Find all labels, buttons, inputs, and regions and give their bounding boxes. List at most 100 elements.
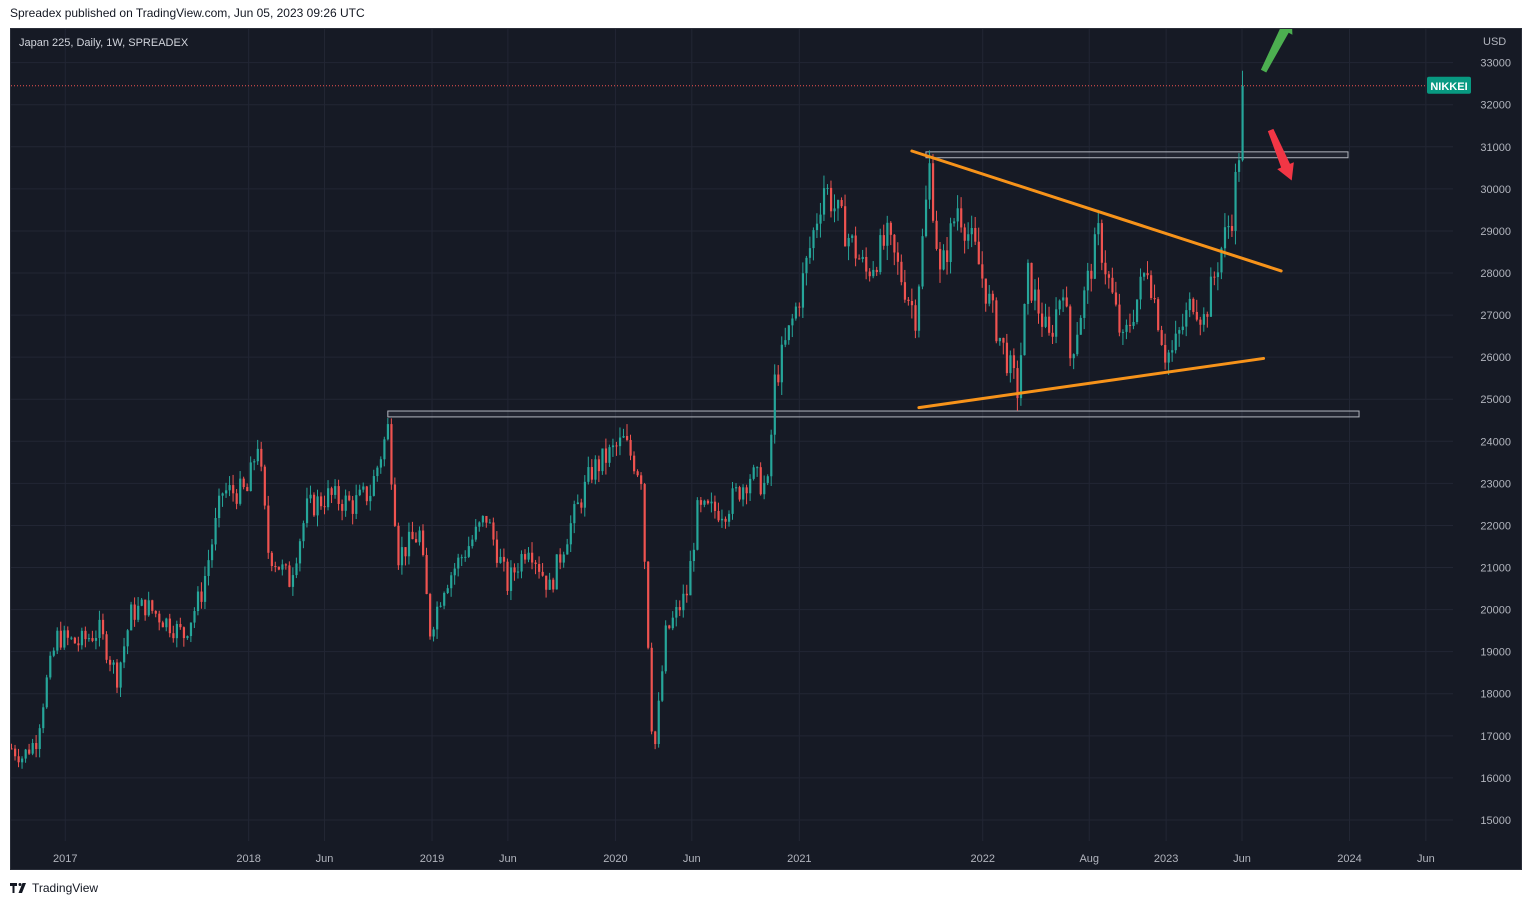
footer-brand: TradingView <box>32 881 99 895</box>
candle-body <box>358 489 361 496</box>
candle-body <box>752 467 755 479</box>
candle-body <box>116 662 119 688</box>
candle-body <box>910 301 914 306</box>
candle-body <box>312 494 316 516</box>
candle-body <box>1058 300 1061 310</box>
candle-body <box>995 300 998 342</box>
y-tick-label: 29000 <box>1480 226 1511 238</box>
candle-body <box>742 487 745 500</box>
candle-body <box>502 556 506 562</box>
candle-body <box>766 476 769 483</box>
candle-body <box>1121 331 1125 333</box>
candle-body <box>277 566 280 570</box>
candle-body <box>713 501 717 511</box>
candle-body <box>21 758 24 763</box>
candle-body <box>608 447 611 463</box>
y-tick-label: 24000 <box>1480 436 1511 448</box>
candle-body <box>625 436 629 440</box>
candle-body <box>432 629 435 637</box>
candle-body <box>703 500 706 505</box>
publish-info: Spreadex published on TradingView.com, J… <box>10 6 365 20</box>
footer[interactable]: TradingView <box>10 881 98 895</box>
chart-panel[interactable]: Japan 225, Daily, 1W, SPREADEX USD 15000… <box>10 28 1522 870</box>
candle-body <box>1079 317 1082 335</box>
candle-body <box>661 671 664 701</box>
y-tick-label: 16000 <box>1480 773 1511 785</box>
candle-body <box>87 638 91 640</box>
candle-body <box>372 476 375 496</box>
candle-body <box>939 248 942 270</box>
candle-body <box>956 208 959 222</box>
candle-body <box>981 264 984 279</box>
candle-body <box>59 630 62 648</box>
candle-body <box>137 605 140 620</box>
candle-body <box>1220 248 1223 273</box>
candle-body <box>397 525 400 566</box>
candle-body <box>893 234 896 253</box>
candle-body <box>1086 270 1089 291</box>
horizontal-zones <box>387 151 1360 418</box>
candle-body <box>745 487 748 494</box>
candle-body <box>221 493 224 496</box>
candle-body <box>1178 330 1181 334</box>
candle-body <box>611 445 615 448</box>
candle-body <box>386 424 390 440</box>
candle-body <box>422 530 425 556</box>
price-badge-box <box>1427 76 1471 94</box>
candle-body <box>640 475 643 485</box>
candle-body <box>499 556 502 563</box>
candle-body <box>727 513 731 522</box>
candle-body <box>580 502 583 508</box>
candle-body <box>1069 306 1072 359</box>
candle-body <box>467 546 470 557</box>
candle-body <box>323 506 326 508</box>
candle-body <box>798 306 801 308</box>
candle-body <box>914 305 917 331</box>
candle-body <box>573 504 576 524</box>
candle-body <box>822 188 826 215</box>
candle-body <box>622 436 625 438</box>
candle-body <box>316 496 319 516</box>
time-axis[interactable]: 2017 2018 Jun 2019 Jun 2020 Jun 2021 2022 Aug 2023… <box>53 853 1435 865</box>
candle-body <box>1107 274 1111 278</box>
candle-body <box>488 522 492 524</box>
candle-body <box>1153 297 1156 300</box>
candle-body <box>446 588 449 594</box>
candle-body <box>144 599 147 616</box>
zone-resistance-2018 <box>387 410 1360 418</box>
candle-body <box>94 638 98 641</box>
price-axis[interactable]: 15000 16000 17000 18000 19000 20000 21000 22000… <box>1480 58 1511 827</box>
candle-body <box>749 478 752 494</box>
candle-body <box>657 700 660 745</box>
candle-body <box>239 478 242 504</box>
y-tick-label: 19000 <box>1480 647 1511 659</box>
candle-body <box>414 539 418 543</box>
candles <box>11 70 1244 769</box>
candle-body <box>165 618 168 628</box>
candle-body <box>801 273 805 308</box>
candle-body <box>692 549 696 562</box>
candle-body <box>1125 324 1128 332</box>
candle-body <box>407 531 411 557</box>
candle-body <box>710 501 713 504</box>
candle-body <box>1160 330 1163 345</box>
candle-body <box>1044 316 1047 327</box>
candle-body <box>425 555 428 595</box>
candle-body <box>214 518 217 545</box>
candle-body <box>1111 277 1114 293</box>
candle-body <box>291 575 295 587</box>
y-tick-label: 18000 <box>1480 689 1511 701</box>
candle-body <box>295 563 298 576</box>
y-tick-label: 20000 <box>1480 605 1511 617</box>
candle-body <box>429 594 432 637</box>
candle-body <box>1241 85 1244 161</box>
candlestick-chart[interactable]: Japan 225, Daily, 1W, SPREADEX USD 15000… <box>11 29 1521 869</box>
candle-body <box>812 230 815 249</box>
candle-body <box>49 655 52 678</box>
candle-body <box>840 200 843 207</box>
candle-body <box>636 471 639 476</box>
lower-trendline <box>917 356 1266 410</box>
candle-body <box>31 743 34 754</box>
candle-body <box>400 547 404 566</box>
candle-body <box>794 306 798 319</box>
